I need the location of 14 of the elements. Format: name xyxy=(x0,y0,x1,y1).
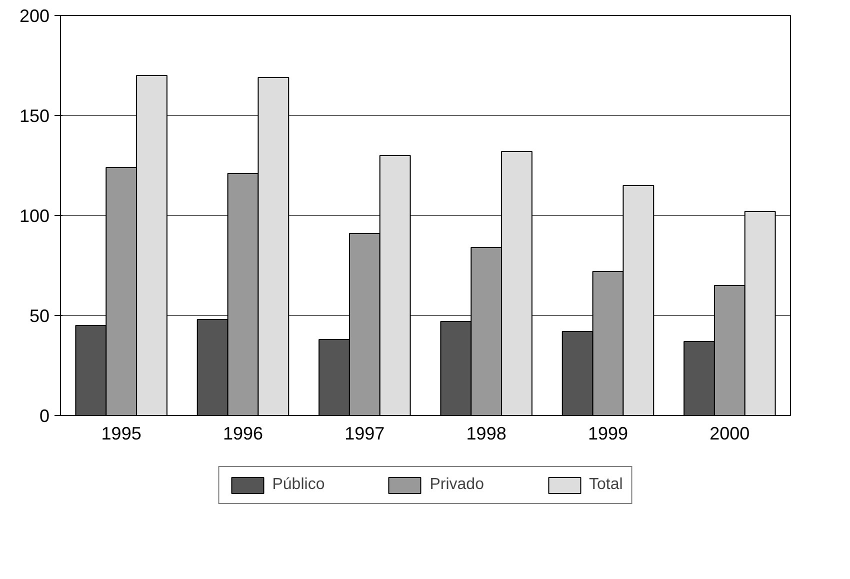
y-tick-label: 200 xyxy=(19,6,50,26)
x-tick-label: 2000 xyxy=(710,424,750,444)
legend-label: Total xyxy=(588,476,623,494)
y-tick-label: 0 xyxy=(39,406,50,426)
x-tick-label: 1999 xyxy=(588,424,628,444)
legend-label: Privado xyxy=(430,476,484,494)
y-tick-label: 100 xyxy=(19,206,50,226)
legend-label: Público xyxy=(272,476,325,494)
y-tick-label: 150 xyxy=(19,106,50,126)
y-tick-label: 50 xyxy=(29,306,50,326)
x-tick-label: 1995 xyxy=(101,424,142,444)
x-tick-label: 1998 xyxy=(466,424,506,444)
x-tick-label: 1996 xyxy=(222,424,264,444)
x-tick-label: 1997 xyxy=(344,424,385,444)
